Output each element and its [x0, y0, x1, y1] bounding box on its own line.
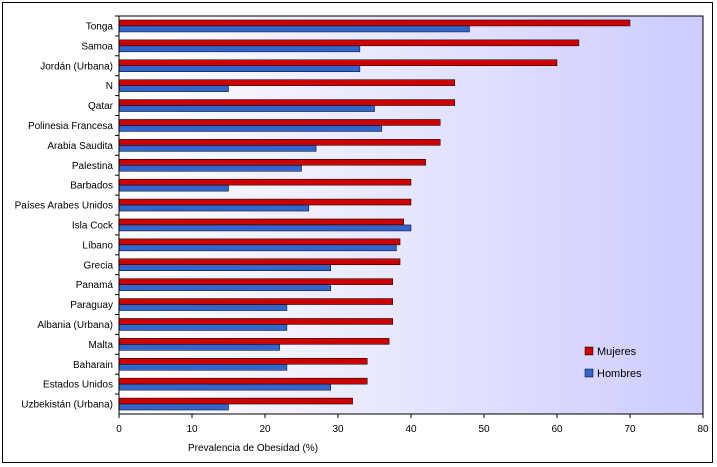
y-tick-label-18: Estados Unidos — [43, 380, 113, 391]
bar-mujeres-14 — [118, 298, 393, 305]
bar-hombres-16 — [118, 344, 280, 351]
x-tick-label-7: 70 — [624, 424, 636, 435]
x-axis-title: Prevalencia de Obesidad (%) — [188, 443, 318, 454]
bar-mujeres-7 — [118, 159, 426, 166]
bar-mujeres-15 — [118, 318, 393, 325]
bar-hombres-15 — [118, 324, 288, 331]
bar-hombres-6 — [118, 145, 317, 152]
bar-hombres-4 — [118, 105, 375, 112]
bar-mujeres-4 — [118, 99, 456, 106]
bar-hombres-3 — [118, 85, 229, 92]
y-tick-label-14: Paraguay — [70, 300, 113, 311]
y-tick-label-11: Líbano — [82, 240, 113, 251]
bar-hombres-18 — [118, 383, 331, 391]
bar-hombres-12 — [118, 264, 331, 271]
bar-hombres-0 — [118, 25, 470, 33]
bar-mujeres-12 — [118, 258, 401, 265]
legend: Mujeres Hombres — [584, 346, 642, 380]
x-tick-label-3: 30 — [332, 424, 344, 435]
bar-mujeres-16 — [118, 338, 390, 345]
bar-hombres-10 — [118, 224, 412, 232]
x-tick-label-1: 10 — [186, 424, 198, 435]
y-tick-label-5: Polinesia Francesa — [28, 121, 113, 132]
y-tick-label-15: Albania (Urbana) — [37, 320, 113, 331]
bar-mujeres-6 — [118, 139, 441, 146]
y-tick-label-4: Qatar — [88, 101, 114, 112]
bar-hombres-7 — [118, 165, 302, 172]
y-tick-label-3: N — [106, 81, 113, 92]
bar-hombres-14 — [118, 304, 288, 311]
bar-hombres-2 — [118, 65, 361, 72]
bar-hombres-17 — [118, 364, 288, 371]
chart-frame: Tonga Samoa Jordán (Urbana) N Qatar Polinesia… — [2, 2, 713, 463]
bar-mujeres-2 — [118, 59, 558, 66]
bar-hombres-1 — [118, 45, 361, 53]
x-tick-label-5: 50 — [478, 424, 490, 435]
legend-label-mujeres: Mujeres — [597, 346, 637, 358]
bar-mujeres-0 — [118, 19, 631, 27]
bar-mujeres-19 — [118, 397, 353, 405]
bar-mujeres-17 — [118, 358, 368, 365]
bar-mujeres-11 — [118, 238, 401, 246]
bar-hombres-11 — [118, 244, 397, 252]
bar-mujeres-13 — [118, 278, 393, 285]
y-tick-label-6: Arabia Saudita — [47, 141, 113, 152]
bar-hombres-19 — [118, 403, 229, 411]
bar-mujeres-1 — [118, 39, 580, 47]
y-tick-label-10: Isla Cock — [72, 220, 114, 231]
bar-hombres-8 — [118, 184, 229, 192]
legend-label-hombres: Hombres — [597, 368, 642, 380]
y-tick-label-7: Palestina — [72, 161, 114, 172]
bar-mujeres-9 — [118, 198, 412, 206]
y-tick-label-2: Jordán (Urbana) — [40, 61, 113, 72]
bar-hombres-5 — [118, 125, 383, 132]
y-tick-label-12: Grecia — [84, 260, 114, 271]
x-tick-label-2: 20 — [259, 424, 271, 435]
y-tick-label-8: Barbados — [70, 181, 113, 192]
bar-hombres-13 — [118, 284, 331, 291]
legend-swatch-hombres — [584, 368, 594, 378]
x-tick-label-4: 40 — [405, 424, 417, 435]
y-tick-label-1: Samoa — [81, 41, 113, 52]
y-tick-label-17: Baharain — [73, 360, 113, 371]
y-tick-label-9: Países Arabes Unidos — [15, 201, 113, 212]
bar-hombres-9 — [118, 204, 310, 212]
y-tick-label-19: Uzbekistán (Urbana) — [21, 400, 113, 411]
bar-mujeres-8 — [118, 178, 412, 186]
bar-chart: Tonga Samoa Jordán (Urbana) N Qatar Polinesia… — [15, 15, 709, 454]
y-tick-label-16: Malta — [89, 340, 114, 351]
legend-swatch-mujeres — [584, 346, 594, 356]
bar-mujeres-18 — [118, 377, 368, 385]
bar-mujeres-10 — [118, 218, 404, 226]
bar-mujeres-5 — [118, 119, 441, 126]
x-tick-label-0: 0 — [116, 424, 122, 435]
x-tick-label-6: 60 — [551, 424, 563, 435]
x-tick-label-8: 80 — [697, 424, 709, 435]
y-tick-label-0: Tonga — [86, 21, 114, 32]
y-tick-label-13: Panamá — [76, 280, 114, 291]
bar-mujeres-3 — [118, 79, 456, 86]
